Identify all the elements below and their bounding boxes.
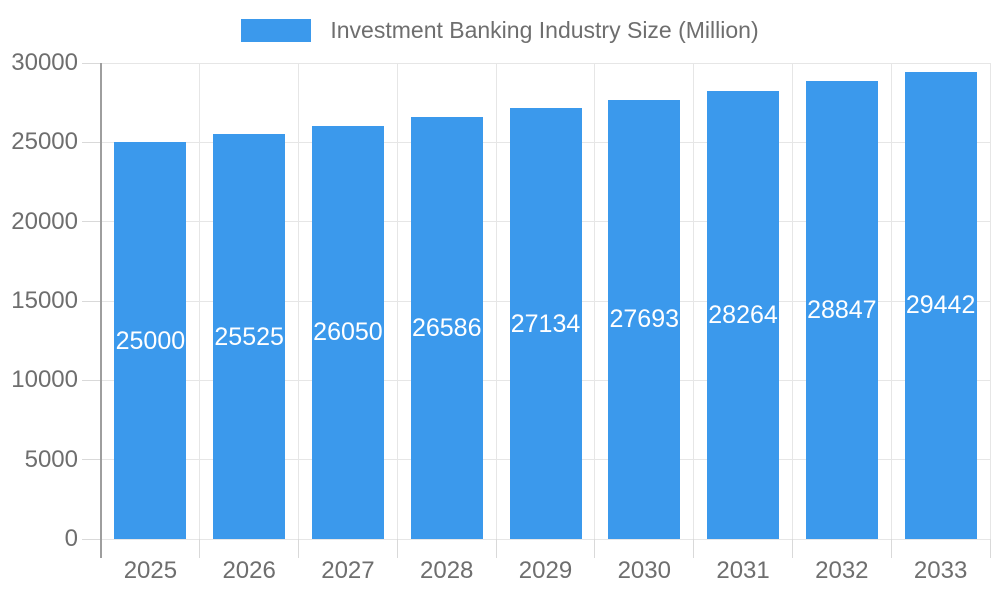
y-tick-mark [82,221,101,223]
bar-2029[interactable] [509,108,582,539]
x-axis-tick-label: 2025 [123,557,178,584]
legend[interactable]: Investment Banking Industry Size (Millio… [0,18,1000,43]
y-axis-tick-label: 0 [64,525,78,552]
x-tick-mark [890,539,892,558]
x-gridline [199,63,201,539]
bar-2028[interactable] [410,117,483,539]
x-tick-mark [791,539,793,558]
bar-value-label: 25525 [214,322,284,351]
y-tick-mark [82,459,101,461]
bar-2032[interactable] [805,81,878,539]
y-axis-tick-label: 5000 [24,445,78,473]
y-axis-tick-label: 20000 [11,207,78,235]
y-tick-mark [82,538,101,540]
bar-2027[interactable] [311,125,384,539]
x-gridline [495,63,497,539]
bar-value-label: 26050 [313,318,383,347]
x-tick-mark [396,539,398,558]
bar-2030[interactable] [608,99,681,539]
x-axis-tick-label: 2031 [716,557,770,584]
x-gridline [693,63,695,539]
bar-2025[interactable] [114,142,187,539]
x-gridline [396,63,398,539]
bar-value-label: 27134 [510,309,581,338]
x-axis-tick-label: 2027 [321,557,375,584]
x-axis-tick-label: 2033 [913,557,968,584]
y-axis-tick-label: 25000 [11,128,78,156]
x-tick-mark [594,539,596,558]
x-tick-mark [989,539,991,558]
bar-value-label: 25000 [115,326,186,355]
y-tick-mark [82,62,101,64]
legend-swatch [241,19,312,42]
y-axis-tick-label: 10000 [11,366,78,394]
x-gridline [989,63,991,539]
x-gridline [298,63,300,539]
bar-2033[interactable] [904,71,977,539]
bar-value-label: 26586 [411,314,482,343]
x-gridline [791,63,793,539]
x-tick-mark [693,539,695,558]
x-tick-mark [495,539,497,558]
x-gridline [594,63,596,539]
x-axis-tick-label: 2028 [420,557,474,584]
x-tick-mark [199,539,201,558]
y-tick-mark [82,379,101,381]
bar-2031[interactable] [707,90,780,539]
y-axis-line [100,63,102,558]
y-tick-mark [82,300,101,302]
x-axis-tick-label: 2026 [222,557,276,584]
x-axis-tick-label: 2030 [617,557,671,584]
x-gridline [890,63,892,539]
x-tick-mark [298,539,300,558]
bar-value-label: 28847 [807,296,877,325]
y-gridline [101,538,990,540]
y-tick-mark [82,141,101,143]
bar-2026[interactable] [213,134,286,539]
bar-value-label: 27693 [609,305,680,334]
legend-label: Investment Banking Industry Size (Millio… [330,17,759,43]
x-axis-tick-label: 2032 [815,557,869,584]
bar-value-label: 29442 [905,291,976,320]
y-axis-tick-label: 15000 [11,287,78,314]
y-gridline [101,62,990,64]
y-axis-tick-label: 30000 [11,49,78,76]
x-axis-tick-label: 2029 [518,557,573,584]
bar-value-label: 28264 [708,300,778,329]
